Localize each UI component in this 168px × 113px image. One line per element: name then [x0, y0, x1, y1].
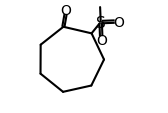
- Text: S: S: [96, 15, 106, 30]
- Text: O: O: [96, 34, 107, 48]
- Text: O: O: [114, 15, 124, 29]
- Text: O: O: [60, 4, 71, 18]
